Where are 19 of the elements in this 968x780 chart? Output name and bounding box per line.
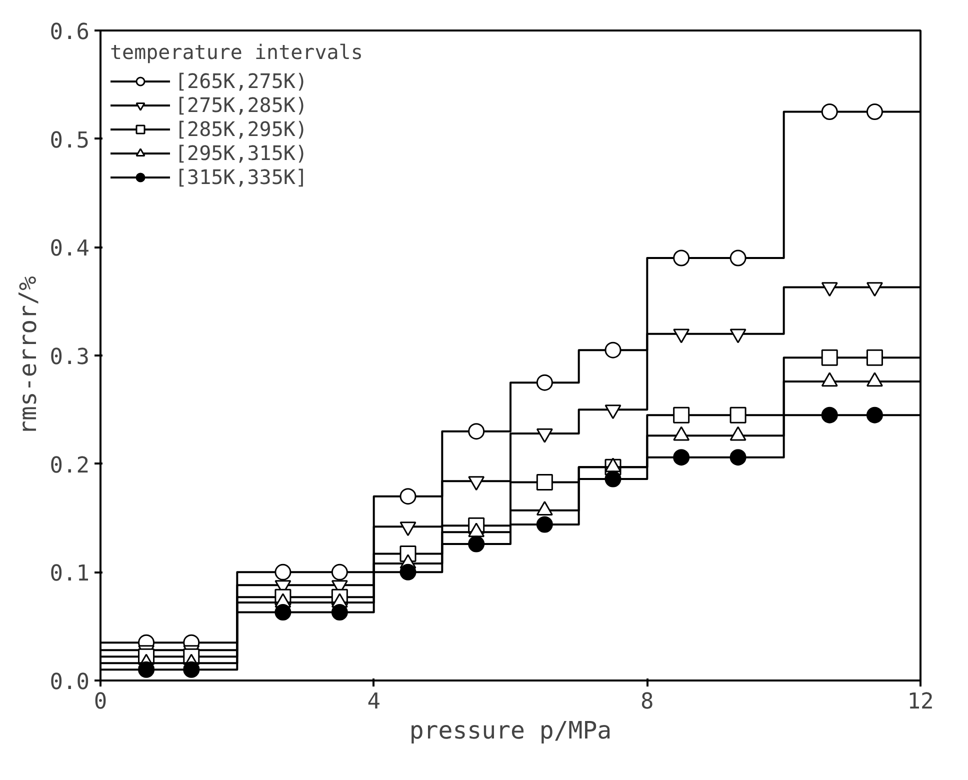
y-tick-label: 0.1 (50, 562, 90, 587)
legend-label: [315K,335K] (175, 165, 308, 189)
x-tick-label: 0 (94, 690, 108, 714)
x-axis-title: pressure p/MPa (409, 716, 612, 744)
y-tick-label: 0.0 (50, 670, 90, 695)
legend-label: [295K,315K) (175, 141, 308, 165)
x-tick-label: 12 (907, 690, 934, 714)
x-tick-label: 8 (640, 690, 654, 714)
y-tick-label: 0.6 (50, 20, 90, 45)
legend-label: [275K,285K) (175, 93, 308, 117)
y-tick-label: 0.2 (50, 453, 90, 478)
y-tick-label: 0.4 (50, 236, 90, 262)
legend-label: [265K,275K) (175, 69, 308, 93)
y-tick-label: 0.3 (50, 345, 90, 370)
x-tick-label: 4 (367, 690, 380, 714)
y-axis-title: rms-error/% (14, 275, 42, 435)
legend-title: temperature intervals (110, 40, 363, 64)
y-tick-label: 0.5 (50, 128, 90, 154)
legend-label: [285K,295K) (175, 117, 308, 141)
